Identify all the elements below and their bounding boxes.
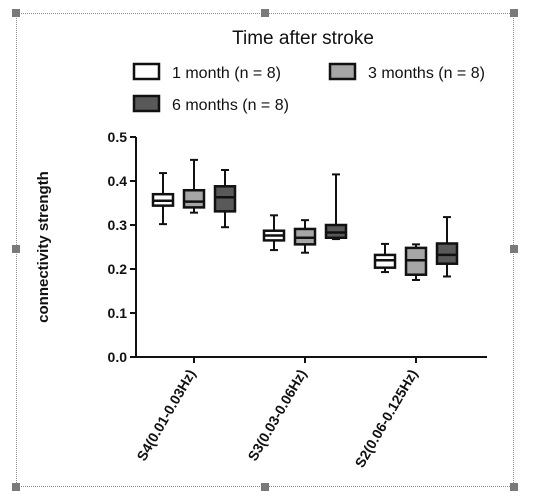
box-plot — [373, 242, 397, 274]
x-category-label: S4(0.01-0.03Hz) — [133, 367, 198, 464]
y-tick-label: 0.0 — [108, 349, 128, 365]
resize-handle-middle-right[interactable] — [510, 245, 518, 253]
box-plot — [435, 216, 459, 278]
x-category-label: S2(0.06-0.125Hz) — [351, 367, 420, 471]
box-iqr — [435, 242, 459, 265]
y-tick-label: 0.3 — [108, 217, 128, 233]
legend-swatch — [132, 94, 161, 113]
legend-item: 6 months (n = 8) — [132, 94, 289, 114]
y-axis-label: connectivity strength — [35, 171, 52, 323]
x-category-label: S3(0.03-0.06Hz) — [244, 367, 309, 464]
legend-label: 3 months (n = 8) — [368, 65, 485, 82]
legend-swatch — [132, 62, 161, 81]
resize-handle-top-middle[interactable] — [261, 9, 269, 17]
box-plot — [213, 169, 237, 229]
box-plot — [293, 219, 317, 254]
box-plot — [404, 243, 428, 281]
legend-swatch — [328, 62, 357, 81]
boxes — [151, 158, 459, 281]
box-plot — [151, 172, 175, 226]
box-plot — [324, 173, 348, 241]
legend-item: 1 month (n = 8) — [132, 62, 281, 82]
y-tick-label: 0.4 — [108, 173, 128, 189]
box-iqr — [213, 185, 237, 213]
resize-handle-top-left[interactable] — [12, 9, 20, 17]
y-tick-label: 0.5 — [108, 129, 128, 145]
resize-handle-bottom-right[interactable] — [510, 483, 518, 491]
legend-item: 3 months (n = 8) — [328, 62, 485, 82]
resize-handle-top-right[interactable] — [510, 9, 518, 17]
box-plot — [182, 158, 206, 214]
x-category-labels: S4(0.01-0.03Hz) S3(0.03-0.06Hz) S2(0.06-0.… — [133, 367, 420, 471]
axes: 0.0 0.1 0.2 0.3 0.4 0.5 — [108, 129, 487, 365]
resize-handle-bottom-middle[interactable] — [261, 483, 269, 491]
legend: 1 month (n = 8) 3 months (n = 8) 6 months … — [132, 62, 485, 114]
legend-label: 6 months (n = 8) — [172, 97, 289, 114]
resize-handle-middle-left[interactable] — [12, 245, 20, 253]
y-tick-label: 0.1 — [108, 305, 128, 321]
box-plot — [262, 214, 286, 252]
box-iqr — [182, 188, 206, 209]
legend-title: Time after stroke — [232, 28, 374, 49]
resize-handle-bottom-left[interactable] — [12, 483, 20, 491]
legend-label: 1 month (n = 8) — [172, 65, 281, 82]
y-tick-label: 0.2 — [108, 261, 128, 277]
